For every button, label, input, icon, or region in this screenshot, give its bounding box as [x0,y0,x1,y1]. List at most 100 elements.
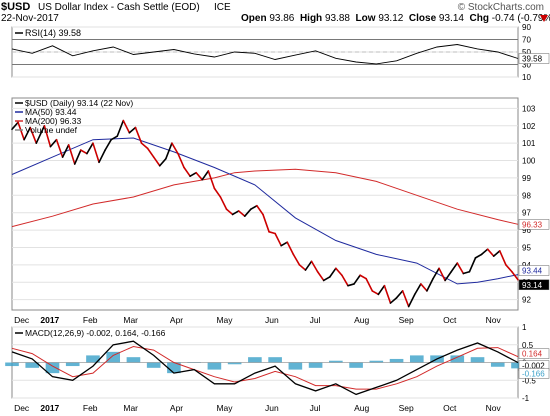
close-value: 93.14 [438,13,464,24]
price-segment [335,267,343,277]
y-tick-label: 1 [522,323,527,332]
price-segment [67,144,76,165]
y-tick-label: 30 [522,61,531,70]
price-segment [438,267,446,282]
macd-hist-tag: -0.166 [522,369,545,378]
y-tick-label: 90 [522,23,531,32]
price-segment [486,248,495,257]
price-segment [480,248,489,256]
y-tick-label: -0.5 [522,376,536,385]
macd-histogram-bar [65,362,80,367]
price-segment [280,241,289,247]
price-segment [383,284,392,304]
price-segment [347,283,355,287]
price-segment [146,147,155,158]
y-tick-label: 70 [522,36,531,45]
price-segment [310,260,319,273]
legend-entry: $USD (Daily) 93.14 (22 Nov) [25,98,133,108]
price-segment [401,290,410,308]
price-segment [322,276,331,282]
price-segment [213,187,222,198]
ohlc: Open 93.86 High 93.88 Low 93.12 Close 93… [241,13,550,24]
x-tick-label: Feb [83,403,98,413]
macd-histogram-bar [329,360,343,363]
high-label: High [299,13,323,24]
price-segment [177,152,185,169]
price-segment [86,142,94,155]
x-tick-label: Feb [83,315,98,325]
price-segment [35,125,46,144]
y-tick-label: 99 [522,174,531,183]
price-segment [316,270,325,282]
x-tick-label: Jun [265,315,279,325]
price-segment [407,293,416,308]
price-segment [219,196,228,211]
y-tick-label: 0.5 [522,341,534,350]
ma50-value-tag-box [518,265,550,276]
chg-value: -0.74 (-0.79%) [491,13,550,24]
panel-frame-price [11,97,519,311]
date: 22-Nov-2017 [1,13,59,24]
macd-histogram-bar [227,362,242,365]
low-value: 93.12 [378,13,404,24]
price-segment [43,125,52,148]
price-segment [195,171,204,181]
price-segment [341,274,349,287]
macd-hist-tag-box [518,368,550,379]
x-tick-label: Aug [354,315,369,325]
macd-histogram-bar [409,355,424,363]
y-tick-label: 95 [522,243,531,252]
price-segment [207,170,216,190]
y-tick-label: 97 [522,209,531,218]
price-segment [359,274,368,280]
price-segment [17,121,25,141]
price-segment [80,149,88,155]
open-label: Open [241,13,267,24]
price-segment [456,262,465,275]
price-segment [140,142,149,150]
macd-histogram-bar [25,362,40,368]
open-value: 93.86 [269,13,295,24]
x-tick-label: Apr [170,315,183,325]
x-tick-label: Nov [486,315,502,325]
y-tick-label: 50 [522,48,531,57]
macd-histogram-bar [106,351,121,363]
x-tick-label: 2017 [40,315,59,325]
price-segment [171,142,179,155]
header-row-1: $USD US Dollar Index - Cash Settle (EOD)… [0,1,550,15]
price-segment [134,126,143,144]
ma50-value-tag: 93.44 [522,267,543,276]
price-segment [274,232,282,247]
price-segment [165,142,173,160]
price-segment [492,250,501,257]
ma50-line [11,137,519,285]
legend-entry: MA(200) 96.33 [25,116,81,126]
price-segment [158,158,167,167]
symbol: $USD [1,1,31,13]
price-segment [237,210,246,217]
price-segment [231,210,240,216]
chg-label: Chg [469,13,489,24]
price-segment [292,253,301,266]
macd-histogram-bar [470,357,485,363]
x-tick-label: Sep [399,315,414,325]
x-tick-label: Dec [14,403,30,413]
price-segment [152,156,161,167]
macd-histogram-bar [369,360,384,363]
ma200-line [11,168,519,228]
y-tick-label: 96 [522,226,531,235]
macd-histogram-bar [146,362,161,368]
down-arrow-icon [540,15,548,22]
macd-histogram-bar [5,362,19,367]
price-segment [128,126,137,134]
header-row-2: 22-Nov-2017 Open 93.86 High 93.88 Low 93… [0,13,550,27]
x-tick-label: Mar [123,315,138,325]
macd-histogram-bar [248,357,262,363]
x-tick-label: May [216,403,233,413]
exchange: ICE [214,2,231,13]
price-segment [328,267,337,278]
y-tick-label: 98 [522,191,531,200]
y-tick-label: 102 [522,122,536,131]
low-label: Low [355,13,376,24]
high-value: 93.88 [324,13,350,24]
